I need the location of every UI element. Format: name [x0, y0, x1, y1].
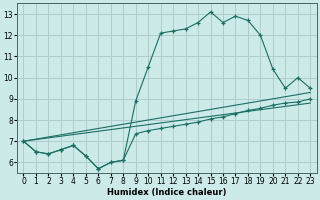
X-axis label: Humidex (Indice chaleur): Humidex (Indice chaleur) — [107, 188, 227, 197]
